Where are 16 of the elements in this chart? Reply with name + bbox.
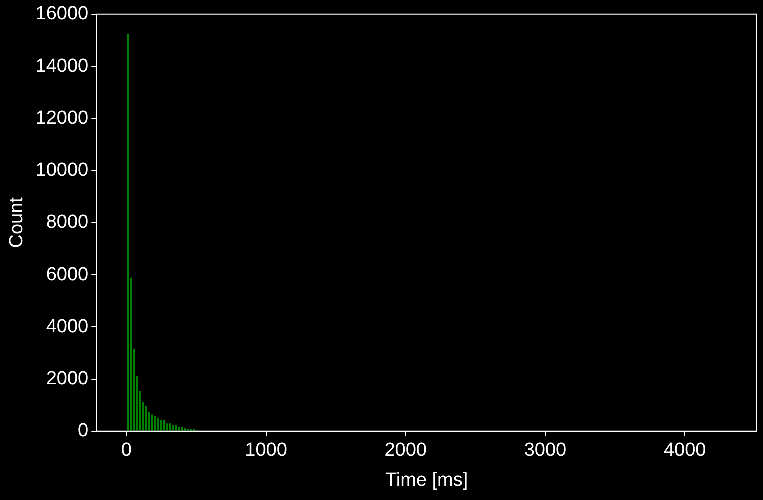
y-tick-label: 6000 (46, 264, 89, 286)
y-tick-label: 16000 (36, 4, 89, 25)
x-tick-label: 4000 (664, 440, 706, 462)
x-tick-label: 1000 (245, 440, 288, 462)
x-tick-label: 3000 (524, 440, 567, 462)
y-tick-label: 14000 (36, 56, 89, 77)
x-tick-label: 0 (121, 440, 132, 462)
x-axis-title: Time [ms] (385, 470, 468, 491)
y-tick-label: 2000 (46, 368, 89, 390)
y-tick-label: 8000 (46, 212, 89, 234)
y-tick-label: 4000 (46, 316, 89, 338)
y-tick-label: 12000 (36, 108, 89, 129)
x-tick-label: 2000 (384, 440, 428, 462)
y-tick-label: 0 (78, 420, 89, 442)
y-axis-title: Count (6, 196, 28, 248)
y-tick-label: 10000 (36, 160, 89, 182)
